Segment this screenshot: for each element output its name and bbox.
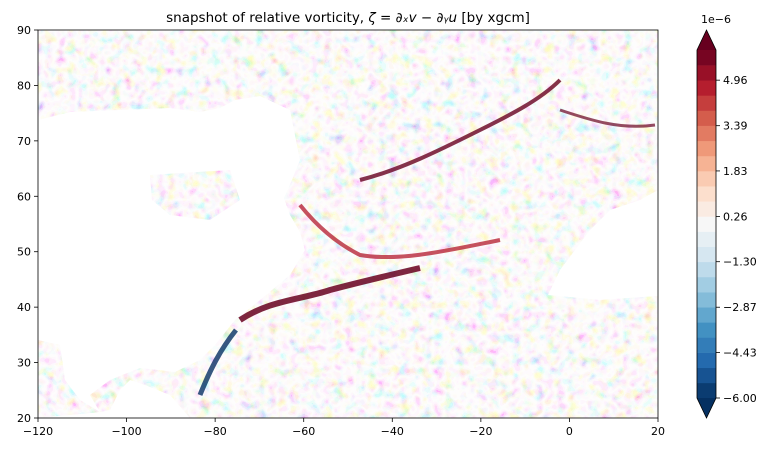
x-tick-label: 0 bbox=[566, 425, 573, 438]
colorbar-level bbox=[697, 246, 716, 263]
colorbar-level bbox=[697, 110, 716, 126]
colorbar-tick-label: −1.30 bbox=[723, 256, 757, 269]
colorbar-level bbox=[697, 171, 716, 187]
x-tick-label: −80 bbox=[204, 425, 227, 438]
x-tick-label: −120 bbox=[23, 425, 53, 438]
colorbar-level bbox=[697, 276, 716, 293]
vorticity-field bbox=[38, 30, 658, 418]
colorbar-tick-label: −4.43 bbox=[723, 346, 757, 359]
colorbar-level bbox=[697, 95, 716, 111]
colorbar-level bbox=[697, 382, 716, 399]
x-axis: −120 −100 −80 −60 −40 −20 0 20 bbox=[23, 418, 665, 438]
colorbar-level bbox=[697, 50, 716, 66]
colorbar-level bbox=[697, 155, 716, 172]
colorbar-extend-min bbox=[697, 398, 716, 418]
chart-title: snapshot of relative vorticity, ζ = ∂ₓv … bbox=[166, 10, 530, 26]
colorbar-tick-label: 1.83 bbox=[723, 165, 748, 178]
colorbar-level bbox=[697, 186, 716, 202]
colorbar-tick-label: 0.26 bbox=[723, 210, 748, 223]
axes-frame bbox=[37, 29, 659, 419]
colorbar-tick-label: 3.39 bbox=[723, 120, 748, 133]
colorbar-level bbox=[697, 201, 716, 217]
x-tick-label: −40 bbox=[381, 425, 404, 438]
labrador-current-feature bbox=[298, 203, 501, 260]
x-tick-label: −20 bbox=[469, 425, 492, 438]
colorbar-tick-label: −2.87 bbox=[723, 301, 757, 314]
x-tick-label: 20 bbox=[651, 425, 665, 438]
colorbar-level bbox=[697, 216, 716, 232]
y-tick-label: 50 bbox=[17, 246, 31, 259]
colorbar-level bbox=[697, 322, 716, 338]
colorbar-level bbox=[697, 307, 716, 323]
y-tick-label: 70 bbox=[17, 135, 31, 148]
gulf-stream-feature-blue bbox=[197, 328, 238, 396]
title-prefix: snapshot of relative vorticity, bbox=[166, 10, 368, 26]
colorbar-extend-max bbox=[697, 30, 716, 50]
colorbar-level bbox=[697, 140, 716, 157]
y-tick-label: 30 bbox=[17, 357, 31, 370]
colorbar-level bbox=[697, 261, 716, 278]
y-tick-label: 20 bbox=[17, 412, 31, 425]
colorbar-level bbox=[697, 337, 716, 353]
x-tick-label: −60 bbox=[292, 425, 315, 438]
colorbar-level bbox=[697, 367, 716, 384]
x-tick-label: −100 bbox=[111, 425, 141, 438]
greenland-coast-feature bbox=[359, 78, 562, 182]
y-tick-label: 40 bbox=[17, 301, 31, 314]
colorbar-level bbox=[697, 125, 716, 142]
colorbar-level bbox=[697, 231, 716, 247]
colorbar-exponent: 1e−6 bbox=[701, 13, 731, 26]
colorbar-level bbox=[697, 352, 716, 369]
title-suffix: [by xgcm] bbox=[457, 10, 530, 26]
colorbar-level bbox=[697, 292, 716, 308]
y-tick-label: 90 bbox=[17, 24, 31, 37]
colorbar-level bbox=[697, 80, 716, 96]
title-math: ζ = ∂ₓv − ∂ᵧu bbox=[367, 10, 457, 26]
gulf-stream-feature bbox=[238, 265, 421, 323]
colorbar-tick-label: −6.00 bbox=[723, 392, 757, 405]
y-tick-label: 60 bbox=[17, 190, 31, 203]
y-axis: 20 30 40 50 60 70 80 90 bbox=[17, 24, 38, 425]
y-tick-label: 80 bbox=[17, 79, 31, 92]
colorbar-level bbox=[697, 65, 716, 81]
colorbar: −6.00 −4.43 −2.87 −1.30 0.26 1.83 3.39 4.96 bbox=[696, 29, 757, 419]
nordic-feature bbox=[559, 108, 656, 128]
colorbar-tick-label: 4.96 bbox=[723, 74, 748, 87]
